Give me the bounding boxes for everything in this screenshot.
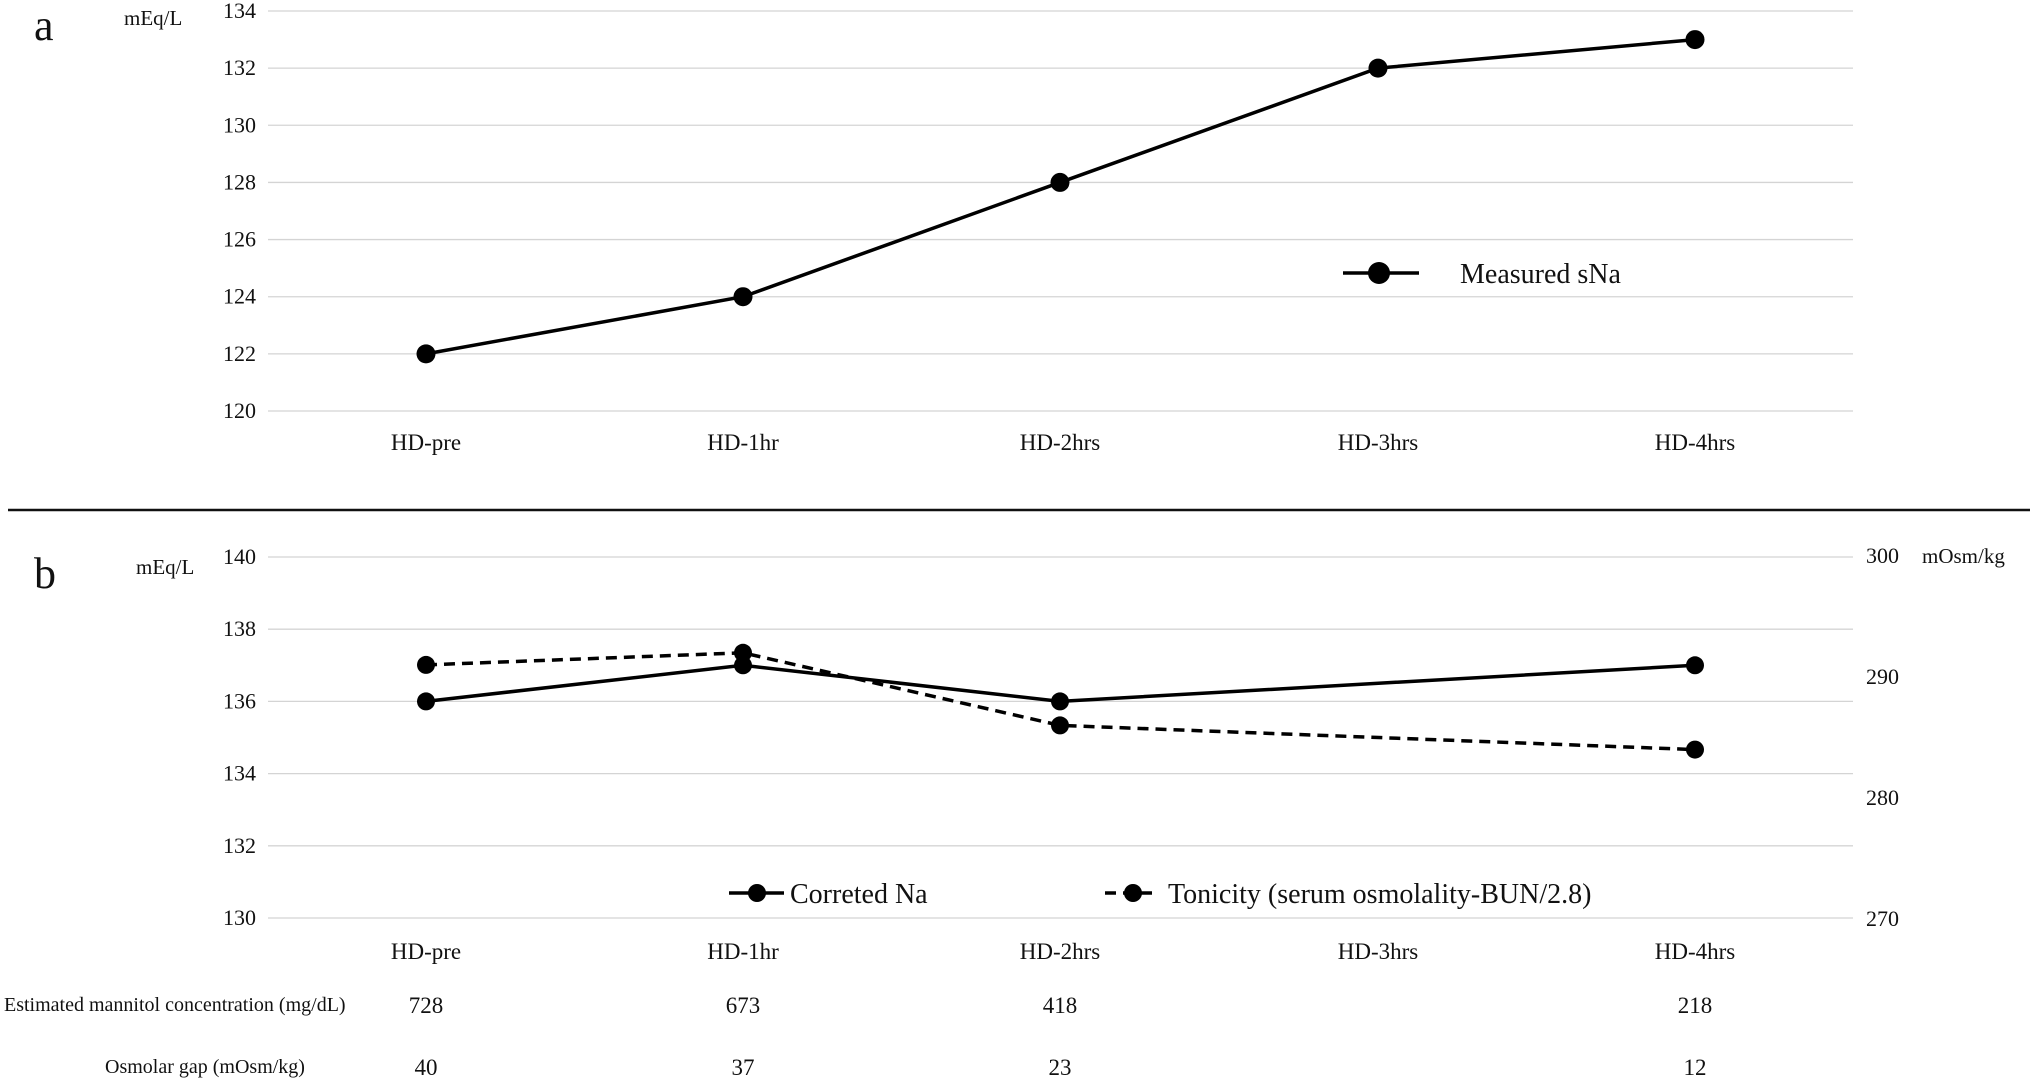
panel-a-data-point [416, 344, 436, 364]
panel-b-tonicity-point [417, 655, 435, 674]
panel-b-letter: b [34, 549, 56, 598]
table-cell-value: 673 [726, 993, 761, 1018]
panel-a-ytick-label: 134 [223, 0, 256, 23]
panel-b-xtick-label: HD-2hrs [1020, 939, 1101, 964]
panel-a-xtick-label: HD-2hrs [1020, 430, 1101, 455]
panel-b-y2tick-label: 290 [1866, 664, 1899, 689]
panel-a-legend-label: Measured sNa [1460, 259, 1622, 290]
panel-b-corrected-na-point [417, 692, 435, 711]
table-cell-value: 218 [1678, 993, 1713, 1018]
panel-b-xtick-label: HD-1hr [707, 939, 779, 964]
panel-a-xtick-label: HD-pre [391, 430, 461, 455]
table-cell-value: 418 [1043, 993, 1078, 1018]
panel-b-legend-tonicity-marker [1124, 884, 1142, 902]
table-row-label: Osmolar gap (mOsm/kg) [105, 1056, 305, 1078]
panel-b-y2tick-label: 300 [1866, 543, 1899, 568]
panel-a: 120 122 124 126 128 130 132 134 mEq/L HD-pre HD-1h… [124, 0, 1853, 455]
panel-a-ytick-label: 126 [223, 227, 256, 252]
panel-a-data-point [1685, 30, 1705, 50]
panel-b-tonicity-point [1051, 716, 1069, 735]
panel-b-y2tick-label: 270 [1866, 906, 1899, 931]
panel-a-data-point [1368, 58, 1388, 78]
table-cell-value: 40 [415, 1055, 438, 1080]
table-cell-value: 37 [732, 1055, 755, 1080]
panel-a-ytick-label: 130 [223, 112, 256, 137]
panel-b-ylabel: mEq/L [136, 555, 194, 579]
panel-b-ytick-label: 134 [223, 761, 256, 786]
panel-b-ytick-label: 140 [223, 544, 256, 569]
panel-a-ylabel: mEq/L [124, 6, 182, 30]
table-row-label: Estimated mannitol concentration (mg/dL) [4, 994, 346, 1016]
panel-a-ytick-label: 124 [223, 284, 256, 309]
panel-b-legend-tonicity-label: Tonicity (serum osmolality-BUN/2.8) [1168, 879, 1591, 910]
panel-b-y2tick-label: 280 [1866, 785, 1899, 810]
panel-b-tonicity-line [425, 651, 1696, 752]
panel-a-legend-marker [1368, 262, 1390, 284]
panel-b-tonicity-point [1686, 740, 1704, 759]
panel-b-ytick-label: 136 [223, 688, 256, 713]
panel-a-data-point [733, 287, 753, 307]
panel-b-legend-corrected-na-label: Correted Na [790, 879, 928, 910]
panel-b-xtick-label: HD-3hrs [1338, 939, 1419, 964]
panel-b-corrected-na-point [1686, 656, 1704, 675]
panel-a-xtick-label: HD-3hrs [1338, 430, 1419, 455]
table-cell-value: 728 [409, 993, 444, 1018]
panel-a-series-line [425, 37, 1696, 356]
panel-a-letter: a [34, 1, 54, 50]
panel-b-ytick-label: 132 [223, 833, 256, 858]
panel-b-legend-corrected-na-marker [748, 884, 766, 902]
panel-a-ytick-label: 122 [223, 341, 256, 366]
panel-b: 130 132 134 136 138 140 270 280 290 300 mEq/L mOsm/… [136, 543, 2005, 964]
panel-b-corrected-na-point [734, 656, 752, 675]
data-table: Estimated mannitol concentration (mg/dL)… [4, 993, 1712, 1080]
panel-a-data-point [1050, 172, 1070, 192]
panel-a-ytick-label: 128 [223, 169, 256, 194]
panel-b-ytick-label: 138 [223, 616, 256, 641]
panel-b-ytick-label: 130 [223, 905, 256, 930]
panel-b-corrected-na-point [1051, 692, 1069, 711]
panel-b-y2label: mOsm/kg [1922, 544, 2005, 568]
table-cell-value: 23 [1049, 1055, 1072, 1080]
panel-b-tonicity-point [734, 643, 752, 662]
panel-b-corrected-na-line [425, 663, 1696, 704]
panel-b-xtick-label: HD-4hrs [1655, 939, 1736, 964]
panel-b-xtick-label: HD-pre [391, 939, 461, 964]
panel-a-ytick-label: 120 [223, 398, 256, 423]
panel-a-xtick-label: HD-4hrs [1655, 430, 1736, 455]
panel-a-ytick-label: 132 [223, 55, 256, 80]
table-cell-value: 12 [1684, 1055, 1707, 1080]
panel-a-xtick-label: HD-1hr [707, 430, 779, 455]
